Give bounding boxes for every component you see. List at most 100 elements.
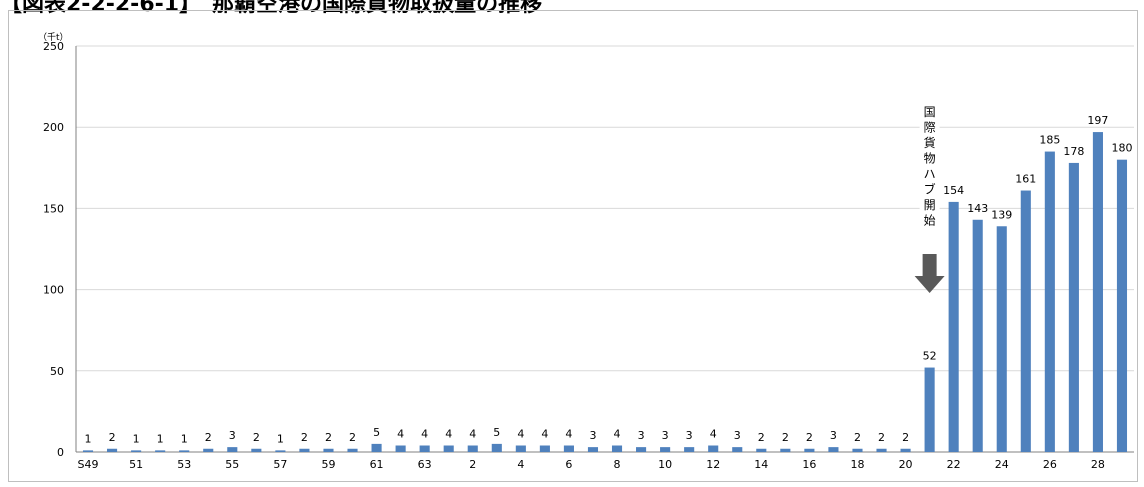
- y-unit-label: （千t）: [38, 32, 69, 43]
- bar: [563, 445, 574, 452]
- bar: [972, 219, 983, 452]
- bar: [1044, 151, 1055, 452]
- data-labels: 1 2 1 1 1 2 3 2 1 2 2 2 5 4 4 4 4 5 4 4 4 3 4 3 3 3 4 3 2 2 2 3 2 2 2 52 154…: [85, 114, 1133, 445]
- bar: [155, 450, 166, 452]
- data-label: 3: [589, 429, 596, 442]
- bar: [539, 445, 550, 452]
- x-tick-label: 24: [995, 458, 1009, 471]
- data-label: 178: [1063, 145, 1084, 158]
- bar: [587, 447, 599, 452]
- data-label: 139: [991, 208, 1012, 221]
- data-label: 1: [157, 432, 164, 445]
- annotation-background: [919, 100, 940, 250]
- x-tick-label: 12: [706, 458, 720, 471]
- data-label: 1: [133, 432, 140, 445]
- x-tick-label: 61: [370, 458, 384, 471]
- bar: [323, 448, 334, 452]
- bar: [708, 445, 719, 452]
- data-label: 2: [902, 431, 909, 444]
- data-label: 2: [325, 431, 332, 444]
- data-label: 2: [205, 431, 212, 444]
- bar: [828, 447, 839, 452]
- x-tick-label: 53: [177, 458, 191, 471]
- bar: [131, 450, 142, 452]
- bar: [347, 448, 358, 452]
- data-label: 4: [421, 428, 428, 441]
- x-tick-label: 14: [754, 458, 768, 471]
- x-tick-label: 10: [658, 458, 672, 471]
- x-tick-label: 18: [850, 458, 864, 471]
- bar: [780, 448, 791, 452]
- bar: [1068, 162, 1079, 453]
- data-label: 2: [109, 431, 116, 444]
- bar: [443, 445, 454, 452]
- data-label: 3: [830, 429, 837, 442]
- x-tick-label: 8: [614, 458, 621, 471]
- x-tick-label: 20: [899, 458, 913, 471]
- y-tick-label: 100: [43, 284, 64, 297]
- y-tick-label: 150: [43, 202, 64, 215]
- bar: [371, 443, 382, 452]
- data-label: 2: [301, 431, 308, 444]
- data-label: 4: [517, 428, 524, 441]
- data-label: 3: [734, 429, 741, 442]
- bar: [251, 448, 262, 452]
- bar: [852, 448, 863, 452]
- data-label: 2: [782, 431, 789, 444]
- annotation-text: 国際貨物ハブ開始: [924, 105, 936, 228]
- bar: [900, 448, 911, 452]
- bar: [395, 445, 406, 452]
- data-label: 2: [878, 431, 885, 444]
- data-label: 3: [662, 429, 669, 442]
- bar: [996, 226, 1007, 452]
- x-tick-label: 16: [802, 458, 816, 471]
- data-label: 1: [277, 432, 284, 445]
- bar: [179, 450, 190, 452]
- bar: [611, 445, 623, 452]
- chart-frame: [8, 10, 1138, 482]
- data-label: 4: [565, 428, 572, 441]
- bar: [756, 448, 767, 452]
- data-label: 4: [469, 428, 476, 441]
- data-label: 2: [806, 431, 813, 444]
- data-label: 52: [923, 350, 937, 363]
- data-label: 2: [253, 431, 260, 444]
- bars: [82, 132, 1128, 453]
- down-arrow-icon: [914, 254, 945, 293]
- data-label: 1: [181, 432, 188, 445]
- data-label: 4: [397, 428, 404, 441]
- bar: [684, 447, 695, 452]
- bar: [804, 448, 815, 452]
- bar: [82, 450, 94, 452]
- bar: [419, 445, 430, 452]
- bar: [275, 450, 286, 452]
- x-tick-label: 2: [469, 458, 476, 471]
- data-label: 3: [686, 429, 693, 442]
- bar: [924, 367, 935, 452]
- y-tick-label: 200: [43, 121, 64, 134]
- data-label: 2: [758, 431, 765, 444]
- data-label: 143: [967, 202, 988, 215]
- data-label: 3: [638, 429, 645, 442]
- bar: [467, 445, 478, 452]
- bar: [227, 447, 238, 452]
- data-label: 197: [1087, 114, 1108, 127]
- data-label: 185: [1039, 134, 1060, 147]
- bar: [636, 447, 647, 452]
- y-tick-label: 0: [57, 446, 64, 459]
- data-label: 5: [373, 426, 380, 439]
- bar: [1020, 190, 1031, 452]
- bar: [491, 443, 502, 452]
- data-label: 1: [85, 432, 92, 445]
- x-tick-label: 57: [273, 458, 287, 471]
- bar: [515, 445, 526, 452]
- bar: [660, 447, 671, 452]
- data-label: 161: [1015, 173, 1036, 186]
- x-tick-label: 63: [418, 458, 432, 471]
- y-tick-label: 50: [50, 365, 64, 378]
- x-tick-label: 22: [947, 458, 961, 471]
- annotation: 国際貨物ハブ開始: [914, 100, 945, 293]
- data-label: 4: [710, 428, 717, 441]
- x-tick-label: 51: [129, 458, 143, 471]
